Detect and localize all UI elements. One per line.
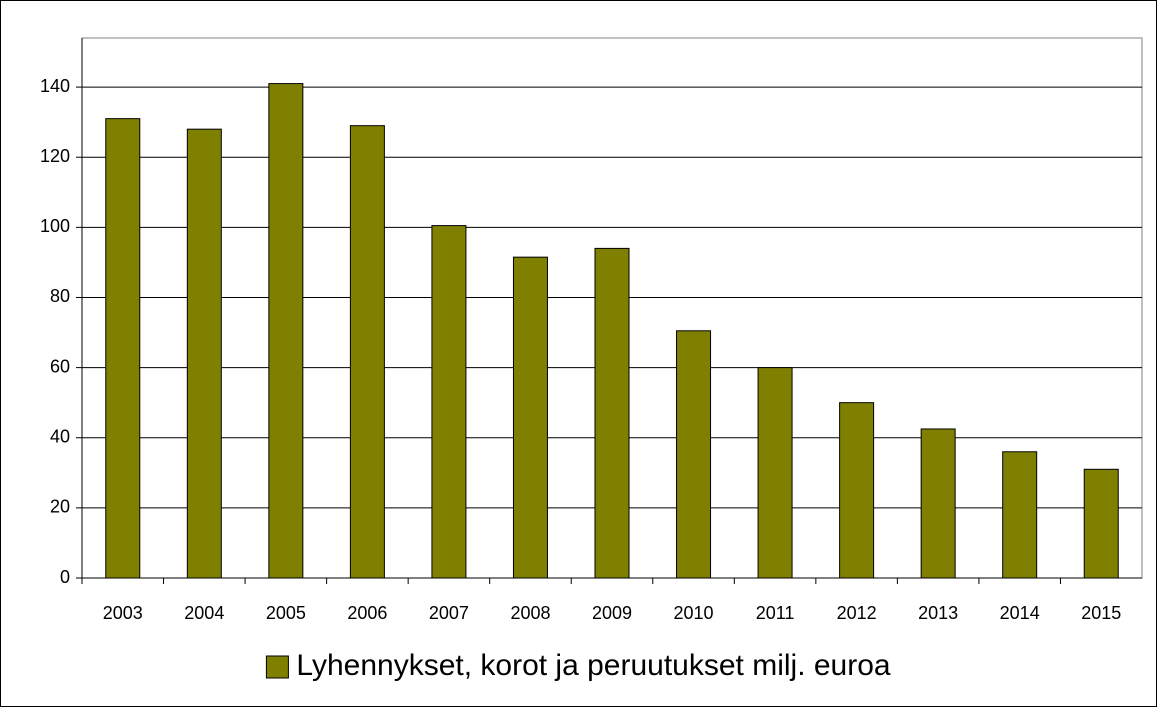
bar: [594, 247, 630, 579]
y-tick-label: 40: [50, 426, 70, 446]
bar: [105, 118, 141, 579]
bar: [349, 125, 385, 579]
bar: [676, 330, 712, 579]
y-tick-label: 120: [40, 146, 70, 166]
x-tick-label: 2015: [1081, 603, 1121, 623]
bar: [757, 367, 793, 579]
legend-swatch: [265, 655, 289, 679]
x-tick-label: 2012: [837, 603, 877, 623]
x-tick-label: 2009: [592, 603, 632, 623]
bar: [839, 402, 875, 579]
x-tick-label: 2004: [184, 603, 224, 623]
x-tick-label: 2005: [266, 603, 306, 623]
x-tick-label: 2008: [510, 603, 550, 623]
y-tick-label: 140: [40, 76, 70, 96]
legend-text: Lyhennykset, korot ja peruutukset milj. …: [296, 649, 891, 682]
y-tick-label: 60: [50, 356, 70, 376]
y-tick-label: 0: [60, 567, 70, 587]
x-tick-label: 2007: [429, 603, 469, 623]
bar: [920, 428, 956, 579]
x-tick-label: 2006: [347, 603, 387, 623]
x-tick-label: 2014: [1000, 603, 1040, 623]
x-tick-label: 2013: [918, 603, 958, 623]
bar: [431, 225, 467, 579]
x-tick-label: 2003: [103, 603, 143, 623]
x-tick-label: 2010: [674, 603, 714, 623]
y-tick-label: 20: [50, 497, 70, 517]
bar: [268, 83, 304, 579]
y-tick-label: 100: [40, 216, 70, 236]
bar: [1002, 451, 1038, 579]
x-tick-label: 2011: [756, 603, 795, 623]
bar: [512, 256, 548, 579]
bar: [1083, 468, 1119, 579]
bar: [186, 128, 222, 579]
y-tick-label: 80: [50, 286, 70, 306]
